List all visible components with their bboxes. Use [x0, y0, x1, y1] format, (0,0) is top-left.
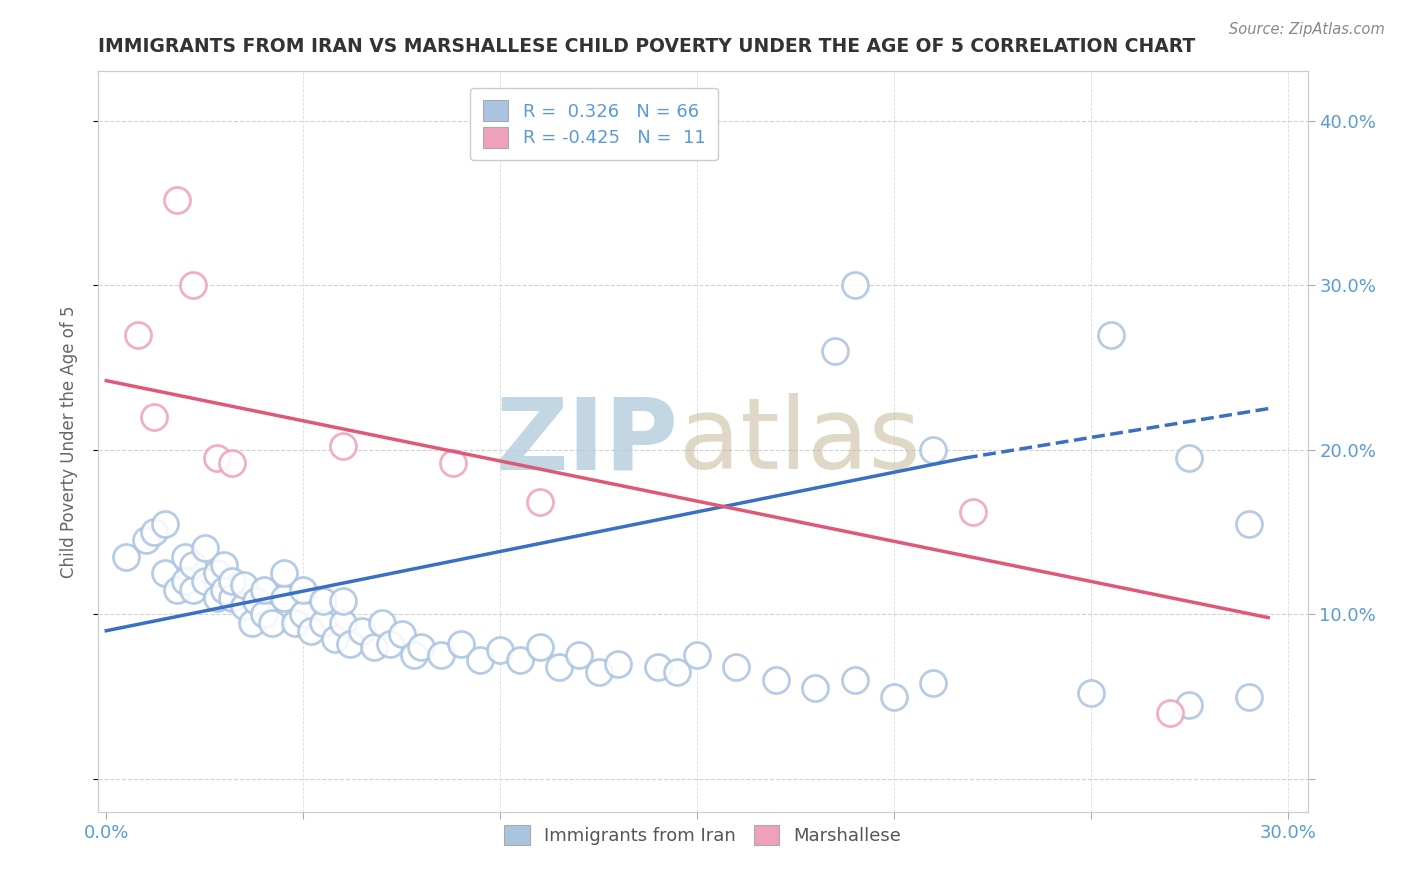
- Point: [470, 653, 492, 667]
- Point: [1237, 690, 1260, 704]
- Point: [174, 549, 197, 564]
- Point: [450, 637, 472, 651]
- Point: [205, 450, 228, 465]
- Point: [142, 524, 165, 539]
- Point: [166, 193, 188, 207]
- Point: [824, 344, 846, 359]
- Point: [1178, 450, 1201, 465]
- Point: [548, 660, 571, 674]
- Text: IMMIGRANTS FROM IRAN VS MARSHALLESE CHILD POVERTY UNDER THE AGE OF 5 CORRELATION: IMMIGRANTS FROM IRAN VS MARSHALLESE CHIL…: [98, 37, 1195, 56]
- Point: [332, 615, 354, 630]
- Point: [332, 440, 354, 454]
- Point: [430, 648, 453, 663]
- Point: [312, 615, 335, 630]
- Point: [371, 615, 394, 630]
- Point: [273, 566, 295, 581]
- Point: [588, 665, 610, 679]
- Point: [135, 533, 157, 548]
- Point: [962, 505, 984, 519]
- Point: [339, 637, 361, 651]
- Point: [352, 624, 374, 638]
- Point: [378, 637, 401, 651]
- Point: [181, 278, 204, 293]
- Point: [155, 516, 177, 531]
- Point: [166, 582, 188, 597]
- Point: [1237, 516, 1260, 531]
- Point: [922, 442, 945, 457]
- Point: [194, 574, 217, 589]
- Point: [155, 566, 177, 581]
- Point: [489, 643, 512, 657]
- Point: [194, 541, 217, 556]
- Point: [181, 582, 204, 597]
- Point: [666, 665, 689, 679]
- Point: [391, 627, 413, 641]
- Point: [142, 409, 165, 424]
- Point: [332, 594, 354, 608]
- Point: [174, 574, 197, 589]
- Point: [765, 673, 787, 687]
- Point: [221, 591, 243, 605]
- Point: [284, 615, 307, 630]
- Text: ZIP: ZIP: [496, 393, 679, 490]
- Point: [804, 681, 827, 696]
- Point: [1099, 327, 1122, 342]
- Point: [568, 648, 591, 663]
- Point: [844, 673, 866, 687]
- Point: [441, 456, 464, 470]
- Text: atlas: atlas: [679, 393, 921, 490]
- Point: [686, 648, 709, 663]
- Point: [323, 632, 346, 646]
- Point: [529, 495, 551, 509]
- Point: [205, 591, 228, 605]
- Point: [221, 456, 243, 470]
- Point: [214, 558, 236, 572]
- Point: [233, 599, 256, 613]
- Text: Source: ZipAtlas.com: Source: ZipAtlas.com: [1229, 22, 1385, 37]
- Point: [253, 582, 276, 597]
- Point: [233, 577, 256, 591]
- Point: [411, 640, 433, 655]
- Point: [299, 624, 322, 638]
- Point: [181, 558, 204, 572]
- Point: [1159, 706, 1181, 720]
- Point: [127, 327, 149, 342]
- Point: [245, 594, 267, 608]
- Point: [883, 690, 905, 704]
- Point: [240, 615, 263, 630]
- Point: [844, 278, 866, 293]
- Point: [205, 566, 228, 581]
- Point: [647, 660, 669, 674]
- Point: [1080, 686, 1102, 700]
- Point: [273, 591, 295, 605]
- Point: [292, 582, 315, 597]
- Point: [607, 657, 630, 671]
- Point: [253, 607, 276, 622]
- Point: [312, 594, 335, 608]
- Point: [725, 660, 748, 674]
- Point: [363, 640, 385, 655]
- Point: [529, 640, 551, 655]
- Legend: Immigrants from Iran, Marshallese: Immigrants from Iran, Marshallese: [495, 815, 911, 855]
- Y-axis label: Child Poverty Under the Age of 5: Child Poverty Under the Age of 5: [59, 305, 77, 578]
- Point: [292, 607, 315, 622]
- Point: [402, 648, 425, 663]
- Point: [260, 615, 283, 630]
- Point: [221, 574, 243, 589]
- Point: [922, 676, 945, 690]
- Point: [1178, 698, 1201, 712]
- Point: [214, 582, 236, 597]
- Point: [115, 549, 138, 564]
- Point: [509, 653, 531, 667]
